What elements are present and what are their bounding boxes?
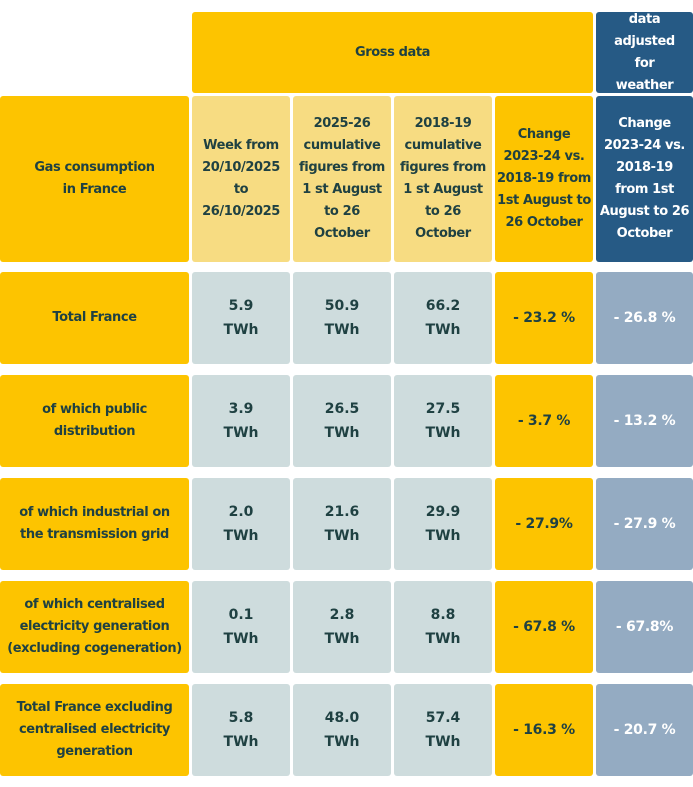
- cum-2025-value: 50.9 TWh: [293, 272, 391, 364]
- cum-2025-column-header: 2025-26 cumulative figures from 1 st Aug…: [293, 96, 391, 262]
- adjusted-data-header: data adjusted for weather: [596, 12, 693, 93]
- week-value: 5.8 TWh: [192, 684, 290, 776]
- cum-2025-value: 2.8 TWh: [293, 581, 391, 673]
- week-value: 0.1 TWh: [192, 581, 290, 673]
- cum-2018-value: 27.5 TWh: [394, 375, 492, 467]
- change-value: - 23.2 %: [495, 272, 593, 364]
- cum-2025-value: 21.6 TWh: [293, 478, 391, 570]
- change-value: - 16.3 %: [495, 684, 593, 776]
- row-label: Total France: [0, 272, 189, 364]
- row-label: of which centralised electricity generat…: [0, 581, 189, 673]
- week-value: 2.0 TWh: [192, 478, 290, 570]
- week-value: 5.9 TWh: [192, 272, 290, 364]
- cum-2018-value: 57.4 TWh: [394, 684, 492, 776]
- week-column-header: Week from 20/10/2025 to 26/10/2025: [192, 96, 290, 262]
- change-value: - 27.9%: [495, 478, 593, 570]
- week-value: 3.9 TWh: [192, 375, 290, 467]
- cum-2018-value: 8.8 TWh: [394, 581, 492, 673]
- cum-2018-value: 29.9 TWh: [394, 478, 492, 570]
- adjusted-change-value: - 26.8 %: [596, 272, 693, 364]
- adjusted-change-value: - 20.7 %: [596, 684, 693, 776]
- gross-data-header: Gross data: [192, 12, 593, 93]
- row-label: Total France excluding centralised elect…: [0, 684, 189, 776]
- adjusted-change-value: - 13.2 %: [596, 375, 693, 467]
- cum-2018-value: 66.2 TWh: [394, 272, 492, 364]
- change-value: - 3.7 %: [495, 375, 593, 467]
- row-label: of which industrial on the transmission …: [0, 478, 189, 570]
- cum-2018-column-header: 2018-19 cumulative figures from 1 st Aug…: [394, 96, 492, 262]
- cum-2025-value: 26.5 TWh: [293, 375, 391, 467]
- adjusted-change-value: - 27.9 %: [596, 478, 693, 570]
- adjusted-change-column-header: Change 2023-24 vs. 2018-19 from 1st Augu…: [596, 96, 693, 262]
- adjusted-change-value: - 67.8%: [596, 581, 693, 673]
- cum-2025-value: 48.0 TWh: [293, 684, 391, 776]
- change-column-header: Change 2023-24 vs. 2018-19 from 1st Augu…: [495, 96, 593, 262]
- row-label: of which public distribution: [0, 375, 189, 467]
- change-value: - 67.8 %: [495, 581, 593, 673]
- row-label-header: Gas consumption in France: [0, 96, 189, 262]
